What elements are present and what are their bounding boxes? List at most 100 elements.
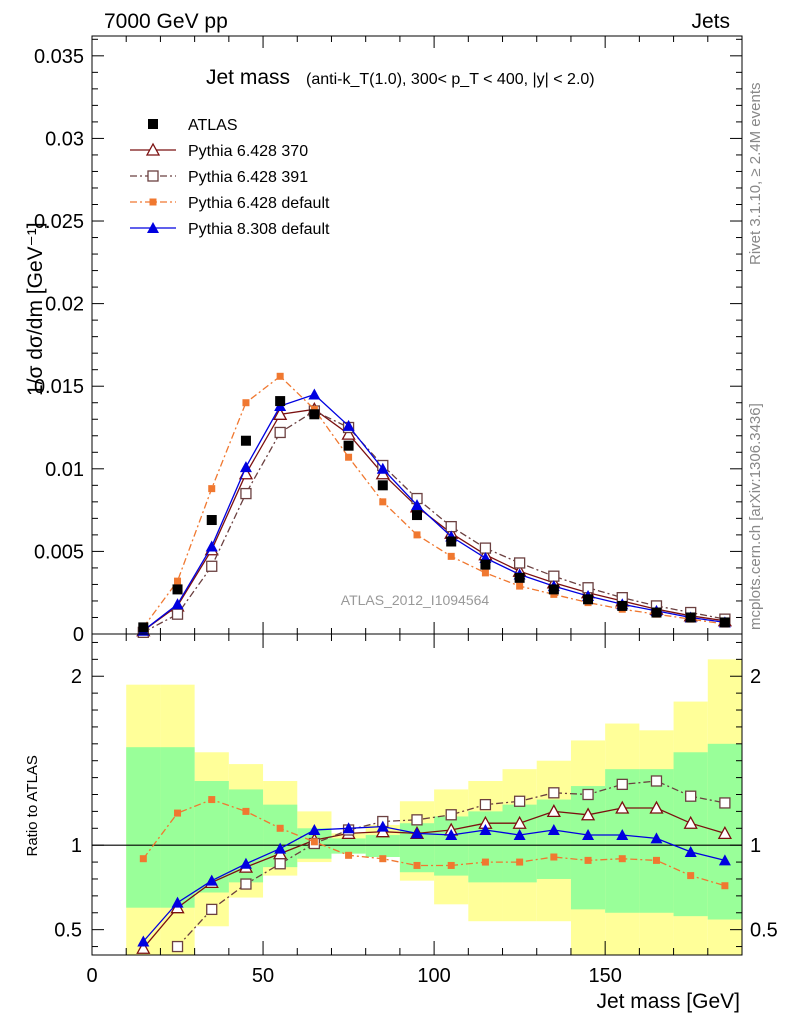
legend-entry: Pythia 8.308 default [130,221,330,238]
y-axis-label: 1/σ dσ/dm [GeV⁻¹] [24,222,47,396]
x-tick-label: 0 [86,965,97,987]
ratio-series-3-point [445,829,458,841]
ratio-series-3-point [582,829,595,841]
ratio-series-3-point [718,854,731,866]
y-tick-label: 0.025 [34,211,84,233]
ratio-series-2-point [413,861,421,869]
ratio-y-tick-label: 1 [71,835,82,857]
main-series-0 [138,396,730,633]
x-tick-label: 150 [588,965,621,987]
ratio-series-3-point [137,935,150,947]
y-tick-label: 0.03 [45,128,84,150]
ratio-y-axis-label: Ratio to ATLAS [24,755,41,856]
main-series-4-point [342,419,355,431]
ratio-series-1-point [513,795,526,807]
legend-label: Pythia 8.308 default [188,221,330,238]
main-series-3-point [379,498,387,506]
main-series-0-point [377,480,388,491]
ratio-series-1-point [650,775,663,787]
ratio-series-1-point [171,940,184,953]
energy-label: 7000 GeV pp [104,10,228,33]
legend-marker [149,198,157,206]
main-series-2-point [240,487,252,500]
main-series-4-point [171,598,184,610]
ratio-series-3-point [239,857,252,869]
main-series-0-point [240,435,251,446]
main-series-2-point [274,426,286,439]
ratio-series-2-point [721,882,729,890]
y-tick-label: 0.02 [45,294,84,316]
y-tick-label: 0.01 [45,459,84,481]
y-tick-label: 0.015 [34,376,84,398]
y-tick-label: 0.005 [34,541,84,563]
main-series-0-point [514,572,525,583]
process-label: Jets [691,10,730,33]
main-series-0-point [617,600,628,611]
main-series-0-point [309,409,320,420]
ratio-series-3-point [616,829,629,841]
main-series-3-point [447,552,455,560]
uncertainty-band [126,747,161,908]
ratio-series-0-point [683,815,698,829]
main-series-2-point [171,608,184,620]
ratio-series-3-point [274,842,287,854]
main-series-0-point [583,594,594,605]
ratio-series-1-point [411,814,423,826]
ratio-series-0-point [615,800,630,814]
main-series-0-point [206,515,217,526]
ratio-series-3 [137,820,731,947]
ratio-series-3-line [142,825,726,942]
main-series-2-line [142,410,726,633]
ratio-series-3-point [684,845,697,857]
uncertainty-band [605,769,640,913]
main-series-0-point [275,396,286,407]
ratio-y-tick-label-right: 0.5 [750,920,778,942]
ratio-series-0-point [512,815,527,829]
main-series-0-point [412,510,422,521]
uncertainty-band [570,786,606,910]
ratio-series-2-point [310,838,318,846]
legend-entry: Pythia 6.428 391 [130,169,308,186]
ratio-series-1-point [616,778,628,791]
ratio-series-3-point [513,829,526,841]
main-series-2-point [206,560,218,572]
rivet-label: Rivet 3.1.10, ≥ 2.4M events [747,83,764,266]
main-series-3-point [413,531,421,539]
main-series-1-point [341,426,356,440]
ratio-series-1-point [445,809,457,821]
legend-entry: Pythia 6.428 370 [130,142,308,160]
main-series-4-point [376,462,389,474]
ratio-series-2-point [242,807,250,815]
main-series-4-line [142,393,725,632]
main-series-0-point [343,440,354,451]
ratio-series-2 [139,796,729,890]
x-tick-label: 100 [417,965,450,987]
main-series-0-point [480,559,491,570]
ratio-series-2-point [550,853,558,861]
x-tick-label: 50 [252,965,274,987]
main-series-4-point [239,461,252,473]
legend-entry: ATLAS [148,117,238,134]
ratio-series-1-point [240,878,252,890]
main-series-2-point [513,557,526,569]
main-series-2-point [479,542,492,554]
ratio-series-2-point [345,851,353,859]
uncertainty-band [673,752,708,917]
main-series-0-point [138,622,149,633]
main-series-0-point [685,612,696,623]
legend-entry: Pythia 6.428 default [130,195,330,212]
main-series-0-point [651,607,662,618]
main-panel: 0 0.005 0.01 0.015 0.02 0.025 0.03 0.035 1/σ dσ/… [24,35,743,646]
ratio-series-0-point [649,800,664,814]
ratio-series-2-point [208,796,216,804]
ratio-series-1-point [719,797,731,809]
ratio-series-2-point [379,855,387,863]
ratio-series-2-point [276,824,284,832]
ratio-series-1-point [479,798,492,811]
main-series-0-point [172,584,183,595]
x-axis-label: Jet mass [GeV] [596,990,740,1013]
ratio-series-1-line [177,780,726,948]
ratio-series-3-point [479,823,492,835]
main-series-2-point [548,570,560,582]
plot-title: Jet mass [206,66,290,89]
